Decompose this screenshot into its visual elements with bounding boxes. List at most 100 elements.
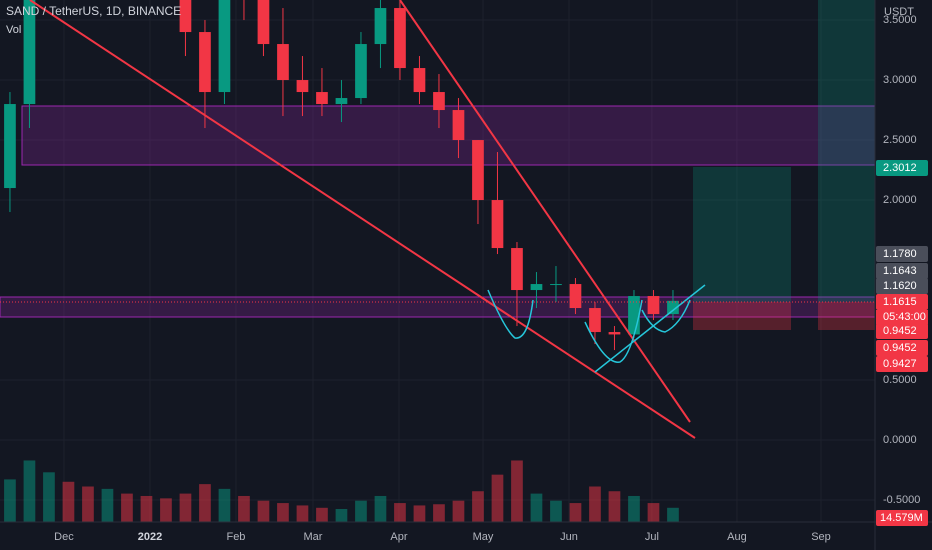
- volume-bar: [628, 495, 640, 522]
- countdown-label: 05:43:00: [883, 311, 926, 323]
- price-tag: [876, 340, 928, 356]
- candle-body: [550, 284, 562, 286]
- volume-bar: [433, 504, 445, 522]
- candle-body: [452, 110, 465, 141]
- volume-bar: [335, 508, 348, 522]
- x-tick-label: 2022: [138, 531, 162, 543]
- y-tick-label: 0.0000: [883, 434, 917, 446]
- volume-bar: [43, 472, 55, 522]
- trend-line: [399, 0, 691, 423]
- volume-bar: [374, 495, 387, 522]
- trend-line: [29, 0, 696, 439]
- volume-bar: [4, 479, 16, 522]
- candle-body: [569, 284, 582, 309]
- volume-bar: [101, 488, 114, 522]
- candle-body: [589, 308, 601, 333]
- candle-body: [413, 68, 426, 93]
- candle-body: [296, 80, 309, 93]
- candle-body: [394, 8, 406, 69]
- volume-bar: [472, 491, 484, 522]
- volume-bar: [550, 500, 562, 522]
- volume-bar: [647, 503, 660, 522]
- price-tag: [876, 294, 928, 310]
- volume-bar: [667, 507, 679, 522]
- volume-pane: [4, 460, 679, 522]
- price-tag-label: 1.1643: [883, 265, 917, 277]
- volume-bar: [511, 460, 523, 522]
- price-tag-label: 0.9452: [883, 325, 917, 337]
- price-tag-label: 0.9427: [883, 358, 917, 370]
- volume-bar: [257, 500, 270, 522]
- volume-bar: [569, 503, 582, 522]
- y-tick-label: 2.5000: [883, 134, 917, 146]
- volume-bar: [316, 507, 328, 522]
- price-tag-label: 0.9452: [883, 342, 917, 354]
- y-tick-label: 2.0000: [883, 194, 917, 206]
- axes: 3.5000 3.0000 2.5000 2.0000 0.5000 0.0000 -0.5…: [54, 14, 928, 543]
- candles: [4, 0, 679, 351]
- handle-pattern: [641, 299, 691, 333]
- candle-body: [218, 0, 231, 93]
- candle-body: [179, 0, 192, 33]
- y-tick-label: 3.5000: [883, 14, 917, 26]
- candle-body: [4, 104, 16, 189]
- volume-bar: [160, 498, 172, 522]
- candle-body: [277, 44, 289, 81]
- candle-body: [511, 248, 523, 291]
- volume-bar: [608, 491, 621, 522]
- y-tick-label: -0.5000: [883, 494, 920, 506]
- volume-tag-label: 14.579M: [880, 512, 923, 524]
- volume-bar: [491, 474, 504, 522]
- candle-body: [23, 0, 36, 105]
- volume-bar: [199, 484, 211, 522]
- candle-body: [433, 92, 445, 111]
- volume-bar: [413, 505, 426, 522]
- volume-bar: [23, 460, 36, 522]
- volume-bar: [452, 500, 465, 522]
- y-tick-label: 3.0000: [883, 74, 917, 86]
- volume-bar: [277, 503, 289, 522]
- long-stop-zone: [693, 302, 791, 330]
- long-target-zone: [693, 167, 791, 302]
- price-tag: [876, 323, 928, 339]
- x-tick-label: Apr: [390, 531, 407, 543]
- y-tick-label: 0.5000: [883, 374, 917, 386]
- price-tag: [876, 263, 928, 279]
- candle-body: [647, 296, 660, 315]
- volume-bar: [179, 493, 192, 522]
- candle-body: [530, 284, 543, 291]
- long-stop-zone: [818, 302, 875, 330]
- grid: [0, 0, 875, 522]
- cup-pattern: [584, 299, 643, 363]
- x-tick-label: Aug: [727, 531, 747, 543]
- volume-bar: [589, 486, 601, 522]
- price-tag-label: 1.1615: [883, 296, 917, 308]
- resistance-zone: [21, 105, 876, 166]
- volume-bar: [82, 486, 94, 522]
- candle-body: [608, 332, 621, 335]
- volume-bar: [530, 493, 543, 522]
- volume-legend: Vol: [6, 24, 21, 36]
- volume-tag: [876, 510, 928, 526]
- x-tick-label: Jun: [560, 531, 578, 543]
- volume-bar: [62, 481, 75, 522]
- candle-body: [667, 300, 679, 315]
- x-tick-label: Sep: [811, 531, 831, 543]
- candle-body: [257, 0, 270, 45]
- price-tag-label: 1.1780: [883, 248, 917, 260]
- countdown-tag: [876, 310, 928, 324]
- neck-line: [594, 284, 706, 373]
- x-tick-label: May: [473, 531, 494, 543]
- x-tick-label: Mar: [304, 531, 323, 543]
- price-tag-label: 1.1620: [883, 280, 917, 292]
- candle-body: [316, 92, 328, 105]
- candle-body: [335, 98, 348, 105]
- volume-bar: [238, 495, 250, 522]
- long-target-zone: [818, 0, 875, 302]
- volume-bar: [121, 493, 133, 522]
- candle-body: [491, 200, 504, 249]
- price-tag: [876, 278, 928, 294]
